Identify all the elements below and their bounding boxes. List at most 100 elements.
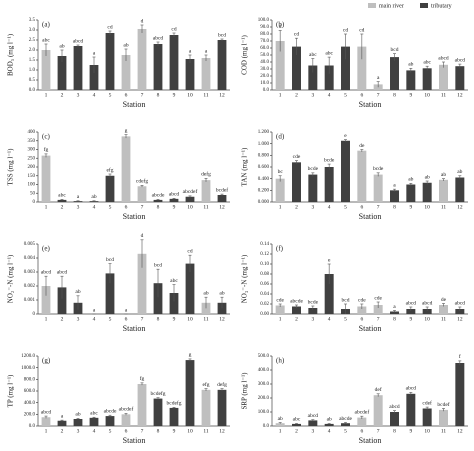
significance-letter: abcd [57, 269, 68, 275]
y-tick-label: 1.200 [258, 130, 270, 135]
x-tick-label: 10 [424, 316, 430, 322]
bar [41, 155, 51, 202]
significance-letter: abcdef [183, 188, 198, 195]
significance-letter: efg [106, 166, 113, 173]
x-tick-label: 1 [279, 92, 282, 98]
x-tick-label: 9 [173, 92, 176, 98]
y-tick-label: 3.5 [29, 18, 36, 23]
y-tick-label: 0.0 [29, 424, 36, 429]
significance-letter: d [279, 24, 282, 30]
panel-label: (e) [42, 245, 50, 253]
y-tick-label: 0.800 [258, 153, 270, 158]
y-tick-label: 0 [33, 200, 36, 205]
bar [422, 68, 432, 90]
x-tick-label: 11 [441, 428, 447, 434]
bar [324, 423, 334, 426]
x-tick-label: 6 [125, 92, 128, 98]
significance-letter: fg [140, 375, 145, 382]
significance-letter: bcde [324, 157, 335, 163]
x-tick-label: 4 [93, 204, 96, 210]
x-tick-label: 9 [409, 316, 412, 322]
y-axis-label: TAN (mg l⁻¹) [241, 147, 249, 186]
x-tick-label: 4 [93, 316, 96, 322]
x-tick-label: 12 [457, 204, 463, 210]
x-axis-label: Station [123, 436, 146, 445]
significance-letter: a [393, 182, 396, 188]
significance-letter: cde [358, 297, 366, 303]
significance-letter: abc [309, 52, 317, 58]
y-axis-label: NO₃⁻-N (mg l⁻¹) [241, 254, 249, 303]
significance-letter: bcde [308, 299, 319, 305]
legend-label: main river [379, 3, 404, 9]
significance-letter: abcd [422, 300, 433, 306]
bar [275, 41, 285, 90]
x-axis-label: Station [359, 436, 382, 445]
x-tick-label: 11 [203, 92, 209, 98]
bar [121, 55, 131, 90]
significance-letter: ab [219, 290, 224, 296]
bar [201, 389, 211, 426]
panel-label: (b) [276, 21, 285, 29]
panel-label: (c) [42, 133, 50, 141]
x-tick-label: 5 [344, 428, 347, 434]
significance-letter: abc [58, 193, 66, 199]
y-tick-label: 100.0 [258, 18, 270, 23]
x-tick-label: 4 [328, 92, 331, 98]
significance-letter: abc [293, 417, 301, 423]
y-axis-label: BOD₅ (mg l⁻¹) [7, 33, 15, 76]
significance-letter: ab [408, 177, 413, 183]
y-tick-label: 200.0 [258, 396, 270, 401]
panel-label: (a) [42, 21, 50, 29]
x-tick-label: 6 [125, 204, 128, 210]
significance-letter: abc [325, 50, 333, 56]
significance-letter: abcd [438, 55, 449, 61]
bar [422, 408, 432, 426]
y-tick-label: 1.0 [29, 68, 36, 73]
y-axis-label: TP (mg l⁻¹) [7, 374, 15, 407]
significance-letter: defg [201, 171, 211, 178]
significance-letter: ab [278, 416, 283, 422]
y-tick-label: 0.12 [260, 252, 269, 257]
x-tick-label: 3 [311, 204, 314, 210]
y-tick-label: 0.000 [258, 200, 270, 205]
significance-letter: cd [359, 27, 364, 33]
x-tick-label: 11 [203, 316, 209, 322]
significance-letter: cde [276, 297, 284, 303]
bar [73, 419, 83, 426]
bar [137, 384, 147, 426]
x-tick-label: 8 [157, 92, 160, 98]
bar [153, 44, 163, 90]
bar [390, 311, 399, 314]
bar [41, 286, 51, 314]
x-tick-label: 1 [45, 92, 48, 98]
significance-letter: ab [408, 62, 413, 68]
significance-letter: abcde [152, 193, 165, 199]
bar [341, 46, 350, 90]
x-tick-label: 10 [424, 92, 430, 98]
bar [153, 283, 163, 314]
bar [57, 287, 67, 314]
x-tick-label: 11 [441, 316, 447, 322]
bar [105, 416, 115, 426]
significance-letter: bcd [342, 297, 350, 303]
bar [89, 417, 99, 426]
x-axis-label: Station [123, 324, 146, 333]
significance-letter: abc [170, 278, 178, 284]
x-tick-label: 6 [125, 428, 128, 434]
x-tick-label: 8 [157, 428, 160, 434]
x-tick-label: 9 [173, 428, 176, 434]
bar [422, 309, 432, 314]
x-tick-label: 10 [424, 204, 430, 210]
bar [57, 199, 67, 202]
y-axis-label: TSS (mg l⁻¹) [7, 148, 15, 186]
y-tick-label: 100.0 [258, 410, 270, 415]
y-tick-label: 0.200 [258, 188, 270, 193]
y-tick-label: 800.0 [24, 377, 36, 382]
bar [185, 360, 195, 426]
significance-letter: a [377, 75, 380, 81]
x-tick-label: 3 [77, 204, 80, 210]
x-axis-label: Station [359, 324, 382, 333]
significance-letter: efg [202, 381, 209, 388]
significance-letter: bcde [373, 166, 384, 172]
x-tick-label: 1 [279, 428, 282, 434]
